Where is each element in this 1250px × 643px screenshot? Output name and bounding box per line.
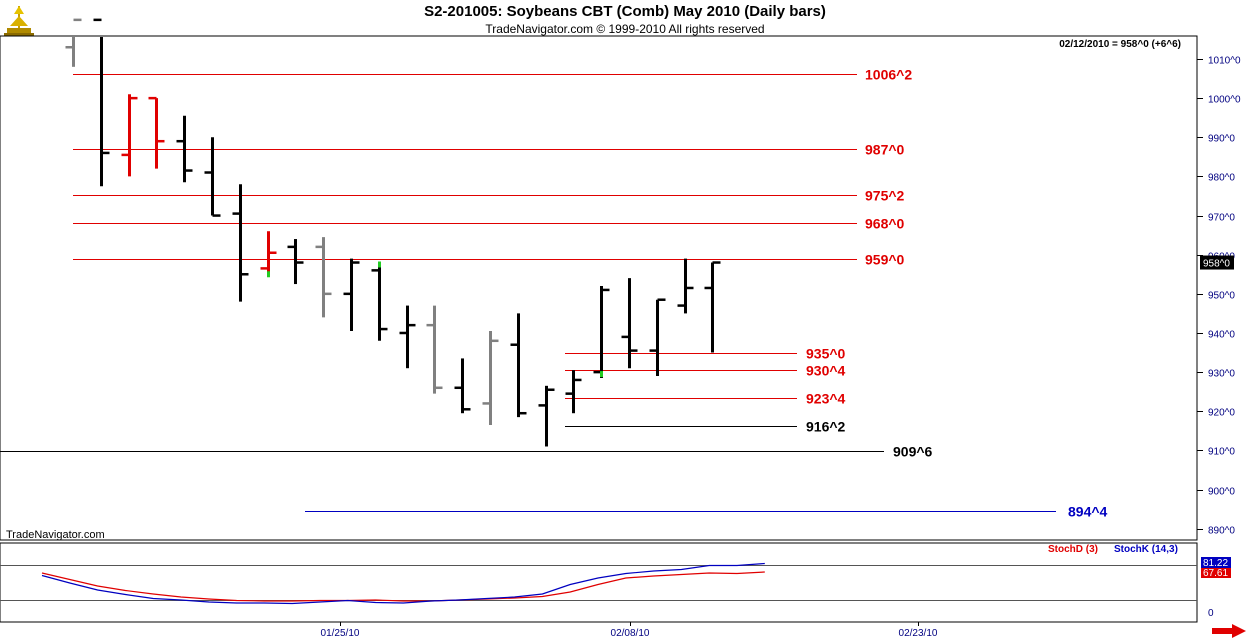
level-label: 916^2 — [806, 419, 846, 435]
ohlc-bar — [482, 331, 499, 425]
last-price-box — [1200, 255, 1234, 270]
trading-pit-logo-icon — [4, 4, 34, 36]
last-price-label: 958^0 — [1203, 259, 1230, 270]
ohlc-bar — [510, 313, 527, 418]
chart-subtitle: TradeNavigator.com © 1999-2010 All right… — [485, 22, 765, 36]
ohlc-bar — [454, 358, 471, 414]
chart-title: S2-201005: Soybeans CBT (Comb) May 2010 … — [424, 3, 826, 20]
watermark-text: TradeNavigator.com — [6, 529, 105, 541]
level-label: 968^0 — [865, 216, 905, 232]
level-label: 909^6 — [893, 444, 933, 460]
x-tick-label: 01/25/10 — [321, 628, 360, 639]
level-label: 894^4 — [1068, 504, 1108, 520]
ohlc-bar — [148, 96, 165, 169]
level-label: 959^0 — [865, 252, 905, 268]
ohlc-bar — [176, 115, 193, 183]
price-readout: 02/12/2010 = 958^0 (+6^6) — [1059, 39, 1181, 50]
ohlc-bar — [232, 184, 249, 302]
y-tick-label: 990^0 — [1208, 134, 1235, 145]
ohlc-bar — [621, 278, 638, 369]
ohlc-bar — [287, 239, 304, 285]
price-panel-frame — [0, 35, 1198, 541]
stoch-series-line — [41, 571, 765, 602]
y-tick-label: 910^0 — [1208, 447, 1235, 458]
ohlc-bar — [204, 137, 221, 217]
ohlc-bar — [93, 18, 110, 187]
stoch-last-value: 67.61 — [1203, 568, 1228, 579]
scroll-right-arrow-icon[interactable] — [1212, 624, 1246, 643]
y-tick-label: 930^0 — [1208, 369, 1235, 380]
ohlc-bar — [677, 258, 694, 314]
y-tick-label: 1000^0 — [1208, 95, 1241, 106]
ohlc-bar — [704, 261, 721, 353]
stoch-legend-label: StochD (3) — [1048, 544, 1098, 555]
y-tick-label: 980^0 — [1208, 173, 1235, 184]
level-label: 935^0 — [806, 346, 846, 362]
stoch-legend-label: StochK (14,3) — [1114, 544, 1178, 555]
stoch-series-line — [41, 562, 765, 605]
stoch-panel-frame — [0, 542, 1198, 623]
ohlc-bar — [121, 94, 138, 177]
ohlc-bar — [649, 298, 666, 377]
stoch-last-value-box — [1201, 567, 1231, 578]
x-tick-label: 02/08/10 — [611, 628, 650, 639]
y-tick-label: 890^0 — [1208, 526, 1235, 537]
level-label: 923^4 — [806, 391, 846, 407]
stoch-last-value: 81.22 — [1203, 558, 1228, 569]
level-label: 987^0 — [865, 142, 905, 158]
y-tick-label: 950^0 — [1208, 291, 1235, 302]
ohlc-bar — [260, 231, 277, 275]
y-tick-label: 920^0 — [1208, 408, 1235, 419]
ohlc-bar — [315, 237, 332, 318]
stoch-y-tick-label: 0 — [1208, 608, 1214, 619]
ohlc-bar — [426, 305, 443, 394]
ohlc-bar — [371, 266, 388, 341]
ohlc-bar — [593, 286, 610, 378]
ohlc-bar — [399, 305, 416, 369]
ohlc-bar — [343, 258, 360, 332]
level-label: 930^4 — [806, 363, 846, 379]
y-tick-label: 900^0 — [1208, 487, 1235, 498]
level-label: 975^2 — [865, 188, 905, 204]
y-tick-label: 970^0 — [1208, 213, 1235, 224]
y-tick-label: 940^0 — [1208, 330, 1235, 341]
ohlc-bar — [565, 370, 582, 414]
ohlc-bar — [538, 385, 555, 447]
stoch-last-value-box — [1201, 557, 1231, 568]
ohlc-bar — [65, 18, 82, 67]
x-tick-label: 02/23/10 — [899, 628, 938, 639]
level-label: 1006^2 — [865, 67, 912, 83]
y-tick-label: 1010^0 — [1208, 56, 1241, 67]
